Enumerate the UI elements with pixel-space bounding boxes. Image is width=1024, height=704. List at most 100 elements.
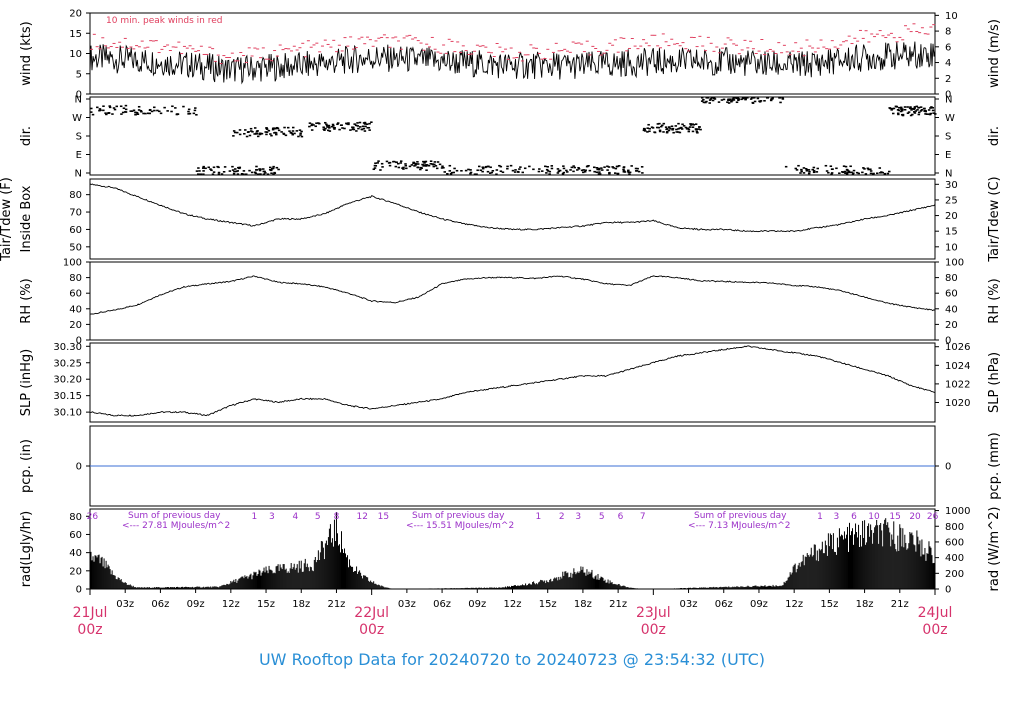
wind-left-tick-label: 20 bbox=[69, 9, 82, 20]
temp-right-tick-label: 15 bbox=[945, 227, 958, 238]
rad-left-tick-label: 80 bbox=[69, 512, 82, 523]
temp-right-tick-label: 30 bbox=[945, 180, 958, 191]
hour-tick-label: 12z bbox=[785, 599, 803, 610]
dir-right-tick-label: N bbox=[945, 169, 952, 180]
dir-left-tick-label: N bbox=[75, 169, 82, 180]
hour-tick-label: 21z bbox=[327, 599, 345, 610]
hour-tick-label: 15z bbox=[539, 599, 557, 610]
rad-right-tick-label: 800 bbox=[945, 522, 964, 533]
wind-right-tick-label: 6 bbox=[945, 42, 951, 53]
rad-sum-value: <--- 7.13 MJoules/m^2 bbox=[688, 521, 790, 531]
rad-hour-label: 6 bbox=[851, 512, 857, 522]
temp-ylabel-right: Tair/Tdew (C) bbox=[987, 176, 1002, 262]
rad-hour-label: 8 bbox=[334, 512, 340, 522]
rad-hour-label: 3 bbox=[269, 512, 275, 522]
rh-right-tick-label: 40 bbox=[945, 304, 958, 315]
slp-right-tick-label: 1022 bbox=[945, 379, 970, 390]
slp-series bbox=[89, 345, 936, 417]
rh-left-tick-label: 0 bbox=[76, 336, 82, 347]
temp-ylabel-left: Tair/Tdew (F) bbox=[0, 177, 14, 262]
temp-ylabel-left2: Inside Box bbox=[19, 185, 34, 252]
dir-right-tick-label: S bbox=[945, 132, 951, 143]
rad-hour-label: 6 bbox=[618, 512, 624, 522]
slp-right-tick-label: 1020 bbox=[945, 398, 970, 409]
hour-tick-label: 03z bbox=[680, 599, 698, 610]
dir-panel-frame bbox=[89, 96, 936, 176]
temp-left-tick-label: 70 bbox=[69, 208, 82, 219]
rad-right-tick-label: 600 bbox=[945, 537, 964, 548]
wind-right-tick-label: 0 bbox=[945, 90, 951, 101]
rh-right-tick-label: 100 bbox=[945, 258, 964, 269]
rad-left-tick-label: 0 bbox=[76, 585, 82, 596]
wind-left-tick-label: 10 bbox=[69, 49, 82, 60]
rad-left-tick-label: 40 bbox=[69, 548, 82, 559]
pcp-right-tick-label: 0 bbox=[945, 462, 951, 473]
rad-sum-label: Sum of previous day bbox=[412, 511, 505, 521]
rad-right-tick-label: 0 bbox=[945, 585, 951, 596]
slp-panel-frame bbox=[89, 342, 936, 423]
rad-hour-label: 5 bbox=[315, 512, 321, 522]
hour-tick-label: 09z bbox=[187, 599, 205, 610]
hour-tick-label: 03z bbox=[116, 599, 134, 610]
rad-ylabel-right: rad (W/m^2) bbox=[987, 507, 1002, 592]
rh-right-tick-label: 20 bbox=[945, 320, 958, 331]
rad-sum-label: Sum of previous day bbox=[694, 511, 787, 521]
rad-left-tick-label: 60 bbox=[69, 530, 82, 541]
rh-right-tick-label: 60 bbox=[945, 289, 958, 300]
rad-hour-label: 20 bbox=[909, 512, 921, 522]
hour-tick-label: 18z bbox=[292, 599, 310, 610]
dir-left-tick-label: E bbox=[76, 150, 82, 161]
hour-tick-label: 18z bbox=[574, 599, 592, 610]
rh-right-tick-label: 80 bbox=[945, 273, 958, 284]
rad-hour-label: 7 bbox=[640, 512, 646, 522]
wind-left-tick-label: 0 bbox=[76, 90, 82, 101]
day-label: 23Jul bbox=[636, 605, 671, 621]
rh-ylabel-left: RH (%) bbox=[19, 278, 34, 323]
rh-left-tick-label: 80 bbox=[69, 273, 82, 284]
wind-left-tick-label: 5 bbox=[76, 69, 82, 80]
wind-ylabel-right: wind (m/s) bbox=[987, 19, 1002, 88]
slp-right-tick-label: 1026 bbox=[945, 342, 970, 353]
rad-ylabel-left: rad(Lgly/hr) bbox=[19, 511, 34, 587]
chart-title: UW Rooftop Data for 20240720 to 20240723… bbox=[259, 650, 765, 669]
rad-hour-label: 4 bbox=[293, 512, 299, 522]
wind-right-tick-label: 4 bbox=[945, 58, 951, 69]
hour-tick-label: 03z bbox=[398, 599, 416, 610]
temp-left-tick-label: 60 bbox=[69, 225, 82, 236]
wind-right-tick-label: 10 bbox=[945, 11, 958, 22]
rad-sum-value: <--- 15.51 MJoules/m^2 bbox=[406, 521, 514, 531]
pcp-ylabel-left: pcp. (in) bbox=[19, 439, 34, 493]
rad-hour-label: 15 bbox=[889, 512, 900, 522]
dir-left-tick-label: S bbox=[76, 132, 82, 143]
rad-hour-label: 2 bbox=[559, 512, 565, 522]
wind-speed-series bbox=[89, 41, 936, 85]
wind-left-tick-label: 15 bbox=[69, 29, 82, 40]
day-hour-label: 00z bbox=[922, 622, 947, 638]
rad-hour-label: 3 bbox=[834, 512, 840, 522]
rad-hour-label: 5 bbox=[599, 512, 605, 522]
rad-right-tick-label: 1000 bbox=[945, 506, 970, 517]
day-label: 22Jul bbox=[354, 605, 389, 621]
dir-ylabel-left: dir. bbox=[19, 126, 34, 146]
rh-panel-frame bbox=[89, 261, 936, 341]
rh-right-tick-label: 0 bbox=[945, 336, 951, 347]
rad-hour-label: 1 bbox=[251, 512, 257, 522]
day-hour-label: 00z bbox=[77, 622, 102, 638]
dir-left-tick-label: N bbox=[75, 95, 82, 106]
dir-right-tick-label: N bbox=[945, 95, 952, 106]
hour-tick-label: 06z bbox=[715, 599, 733, 610]
rh-left-tick-label: 40 bbox=[69, 304, 82, 315]
rad-hour-label: 15 bbox=[378, 512, 389, 522]
hour-tick-label: 09z bbox=[468, 599, 486, 610]
dir-right-tick-label: W bbox=[945, 113, 955, 124]
rad-hour-label: 10 bbox=[868, 512, 880, 522]
rh-left-tick-label: 60 bbox=[69, 289, 82, 300]
temp-right-tick-label: 20 bbox=[945, 211, 958, 222]
temp-panel-frame bbox=[89, 178, 936, 260]
day-hour-label: 00z bbox=[641, 622, 666, 638]
slp-left-tick-label: 30.20 bbox=[53, 375, 82, 386]
hour-tick-label: 21z bbox=[609, 599, 627, 610]
